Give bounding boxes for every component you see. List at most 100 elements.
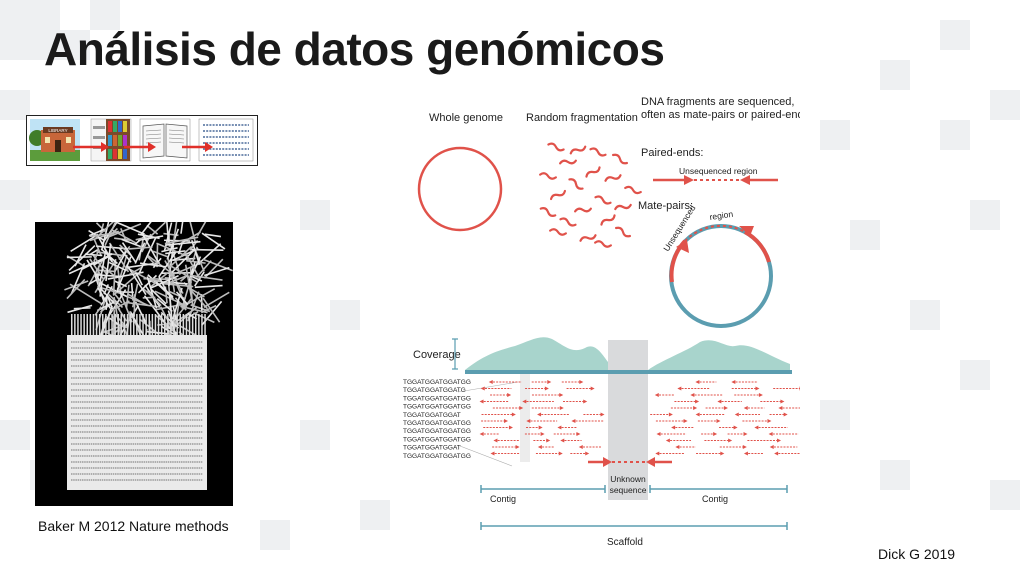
unknown-label-1: Unknown	[610, 474, 646, 484]
read-arrow	[479, 432, 484, 436]
open-book-icon	[139, 118, 191, 162]
dna-fragment	[614, 203, 632, 211]
shred	[126, 267, 159, 286]
read-arrow	[578, 445, 583, 449]
paired-ends-illustration	[653, 175, 778, 185]
shred	[146, 276, 158, 309]
shred	[88, 249, 99, 256]
read-arrow	[774, 451, 779, 456]
background-square	[0, 300, 30, 330]
shred	[106, 289, 127, 319]
shred	[88, 228, 105, 237]
read-arrow	[690, 393, 695, 397]
background-square	[0, 90, 30, 120]
background-square	[360, 500, 390, 530]
shred	[203, 266, 230, 277]
dna-fragment	[539, 207, 557, 217]
shred	[170, 265, 199, 284]
read-arrow	[723, 406, 728, 410]
shred	[106, 223, 142, 239]
shred	[203, 258, 224, 279]
arrow-right-icon	[182, 142, 213, 152]
read-arrow	[479, 399, 484, 404]
read-arrow	[493, 438, 498, 443]
background-square	[960, 360, 990, 390]
background-square	[990, 90, 1020, 120]
background-square	[90, 0, 120, 30]
read-arrow	[600, 412, 605, 417]
read-arrow	[734, 412, 739, 417]
read-arrow	[546, 438, 551, 443]
dna-fragment	[611, 153, 629, 165]
shred	[172, 281, 188, 285]
dna-fragment	[600, 214, 616, 226]
read-arrow	[537, 412, 542, 417]
shred	[116, 221, 145, 235]
background-square	[880, 460, 910, 490]
shred	[86, 259, 101, 281]
random-fragments	[539, 142, 642, 248]
dna-fragment	[539, 172, 557, 180]
read-arrow	[537, 445, 542, 449]
read-arrow	[675, 445, 680, 449]
background-square	[910, 300, 940, 330]
read-arrow	[655, 451, 660, 456]
shred	[94, 306, 102, 316]
coverage-label: Coverage	[413, 349, 461, 361]
shred	[156, 298, 173, 313]
shred	[180, 305, 208, 314]
dna-fragment	[614, 226, 632, 238]
shred	[139, 262, 166, 268]
shred	[203, 291, 230, 309]
shred	[147, 256, 158, 267]
sequenced-note-line1: DNA fragments are sequenced,	[641, 96, 794, 108]
read-arrow	[677, 386, 682, 391]
read-arrow	[755, 386, 760, 391]
unknown-label-2: sequence	[610, 485, 647, 495]
shred	[165, 219, 170, 244]
read-arrow	[488, 380, 493, 384]
background-square	[0, 0, 60, 60]
arrow-icon	[739, 226, 754, 236]
read-arrow	[733, 425, 738, 430]
dna-fragment	[559, 217, 577, 227]
dna-fragment	[585, 166, 601, 178]
read-arrow	[743, 432, 748, 436]
shred	[89, 232, 115, 238]
shred	[164, 236, 199, 245]
shred	[157, 323, 171, 326]
read-arrow	[695, 380, 700, 384]
dna-fragment	[594, 195, 612, 205]
read-sequence-label: TGGATGGATGGATGG	[403, 453, 471, 460]
repeat-column	[520, 372, 530, 462]
read-arrow	[780, 399, 785, 404]
shred	[107, 271, 144, 280]
background-square	[820, 120, 850, 150]
read-arrow	[576, 432, 581, 436]
background-square	[300, 200, 330, 230]
background-square	[940, 120, 970, 150]
read-arrow	[665, 438, 670, 443]
dna-fragment	[579, 234, 597, 242]
shred	[177, 242, 183, 255]
shred	[119, 244, 132, 256]
read-arrow	[695, 399, 700, 404]
read-arrow	[522, 399, 527, 404]
shred	[93, 255, 111, 266]
read-sequence-label: TGGATGGATGGATGG	[403, 379, 471, 386]
shred	[74, 244, 87, 267]
read-arrow	[731, 380, 736, 384]
arrow-right-icon	[73, 142, 109, 152]
dna-fragment	[624, 185, 642, 195]
read-arrow	[778, 406, 783, 410]
read-arrow	[579, 380, 584, 384]
shred	[158, 251, 177, 278]
shred	[69, 283, 102, 305]
read-sequence-label: TGGATGGATGGAT	[403, 445, 461, 452]
read-arrow	[508, 425, 513, 430]
image-credit-baker: Baker M 2012 Nature methods	[38, 518, 229, 534]
shred	[183, 282, 208, 310]
shred	[70, 235, 96, 252]
scaffold-label: Scaffold	[607, 537, 643, 548]
background-square	[300, 420, 330, 450]
